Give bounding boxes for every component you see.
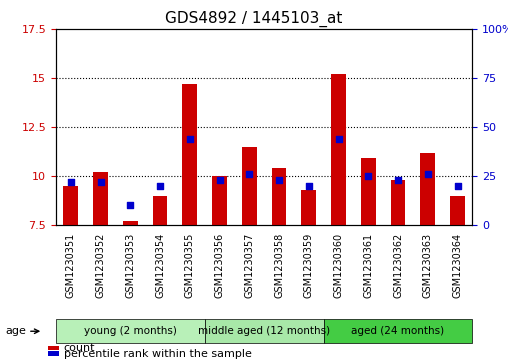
Text: GDS4892 / 1445103_at: GDS4892 / 1445103_at bbox=[165, 11, 343, 27]
Text: percentile rank within the sample: percentile rank within the sample bbox=[64, 348, 251, 359]
Bar bbox=[331, 74, 346, 225]
Text: young (2 months): young (2 months) bbox=[84, 326, 177, 336]
Bar bbox=[182, 84, 197, 225]
Point bbox=[334, 136, 342, 142]
Point bbox=[394, 177, 402, 183]
Text: age: age bbox=[5, 326, 26, 336]
Bar bbox=[361, 158, 376, 225]
Point bbox=[454, 183, 462, 189]
Point bbox=[245, 171, 253, 177]
Bar bbox=[123, 221, 138, 225]
Bar bbox=[420, 152, 435, 225]
Point bbox=[156, 183, 164, 189]
Point bbox=[305, 183, 313, 189]
Bar bbox=[152, 196, 168, 225]
Text: aged (24 months): aged (24 months) bbox=[352, 326, 444, 336]
Point bbox=[126, 203, 134, 208]
Bar bbox=[301, 190, 316, 225]
Text: middle aged (12 months): middle aged (12 months) bbox=[198, 326, 330, 336]
Bar bbox=[212, 176, 227, 225]
Point bbox=[275, 177, 283, 183]
Point bbox=[97, 179, 105, 185]
Point bbox=[424, 171, 432, 177]
Text: count: count bbox=[64, 343, 95, 353]
Bar bbox=[450, 196, 465, 225]
Point bbox=[215, 177, 224, 183]
Bar bbox=[93, 172, 108, 225]
Point bbox=[186, 136, 194, 142]
Bar bbox=[242, 147, 257, 225]
Point bbox=[67, 179, 75, 185]
Bar bbox=[64, 186, 78, 225]
Bar bbox=[391, 180, 405, 225]
Bar bbox=[272, 168, 287, 225]
Point bbox=[364, 173, 372, 179]
